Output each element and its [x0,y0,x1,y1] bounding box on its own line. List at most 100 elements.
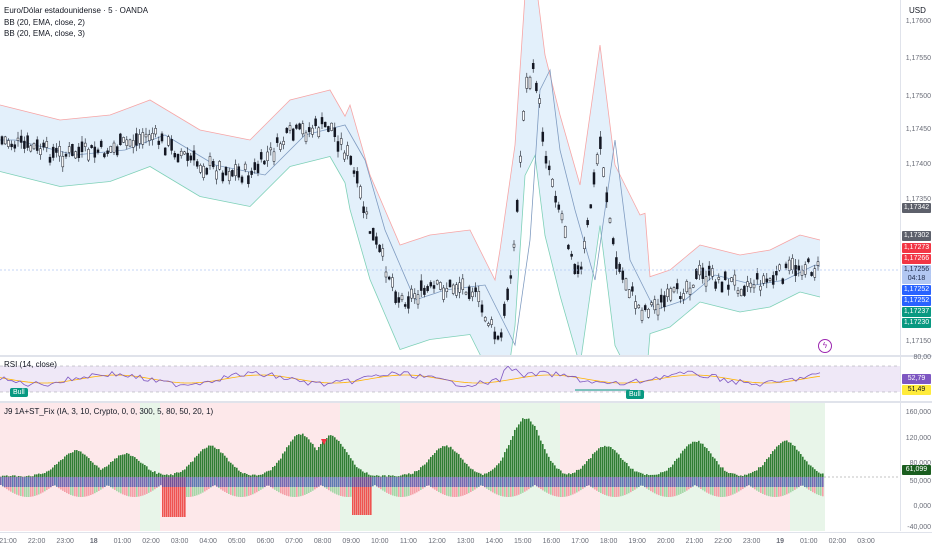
candle-body [606,193,608,202]
rsi-legend[interactable]: RSI (14, close) [4,360,57,369]
histogram-bar [756,470,758,477]
histogram-bar-blue [234,477,236,487]
price-tag: 1,17273 [902,243,931,253]
candle-body [340,138,342,144]
histogram-bar-blue [34,477,36,487]
rsi-chart[interactable] [0,357,900,401]
histogram-bar [820,474,822,477]
histogram-bar-blue [768,477,770,487]
histogram-bar [758,467,760,477]
candle-body [439,282,441,289]
histogram-bar [646,474,648,477]
candle-body [23,141,25,149]
background-zone [0,403,20,531]
candle-body [212,161,214,167]
bb2-legend[interactable]: BB (20, EMA, close, 3) [4,29,85,38]
histogram-bar [598,448,600,477]
rsi-ma-tag: 51,49 [902,385,931,395]
histogram-bar [108,465,110,477]
histogram-bar [300,435,302,477]
histogram-bar-blue [780,477,782,487]
indicator-legend[interactable]: J9 1A+ST_Fix (IA, 3, 10, Crypto, 0, 0, 3… [4,407,213,416]
histogram-bar [808,465,810,477]
histogram-bar [26,476,28,477]
histogram-bar-blue [522,477,524,487]
histogram-bar [452,449,454,477]
histogram-bar [746,475,748,477]
price-tick: 1,17150 [906,338,931,345]
histogram-bar-blue [764,477,766,487]
histogram-bar [722,467,724,477]
candle-body [59,146,61,156]
flash-icon[interactable]: ϟ [818,339,832,353]
histogram-bar-blue [592,477,594,487]
rsi-bull-badge: Bull [10,388,28,397]
candle-body [631,287,633,292]
histogram-bar-blue [36,477,38,487]
histogram-bar-blue [804,477,806,487]
histogram-bar [212,446,214,477]
histogram-bar [696,442,698,477]
histogram-bar-blue [744,477,746,487]
histogram-bar-blue [372,477,374,486]
histogram-bar-blue [300,477,302,487]
candle-body [510,276,512,279]
rsi-pane[interactable]: RSI (14, close) Bull Bull [0,357,900,401]
histogram-bar [174,473,176,477]
histogram-bar [434,453,436,477]
histogram-bar-blue [790,477,792,487]
histogram-bar [700,443,702,477]
time-tick: 05:00 [228,538,246,545]
histogram-bar-blue [162,477,164,487]
histogram-bar [90,461,92,477]
indicator-chart[interactable] [0,403,900,531]
histogram-bar [88,458,90,477]
histogram-bar-blue [256,477,258,487]
candle-body [529,77,531,88]
histogram-bar-blue [690,477,692,487]
candle-body [203,166,205,177]
histogram-bar [148,470,150,477]
candle-body [747,282,749,287]
histogram-bar-blue [606,477,608,487]
histogram-bar [540,441,542,477]
histogram-bar-blue [322,477,324,486]
symbol-legend[interactable]: Euro/Dólar estadounidense · 5 · OANDA [4,6,148,15]
histogram-bar [302,434,304,477]
candle-body [407,297,409,309]
price-chart-pane[interactable]: Euro/Dólar estadounidense · 5 · OANDA BB… [0,0,900,355]
histogram-bar-blue [778,477,780,487]
candle-body [286,128,288,132]
histogram-bar-blue [562,477,564,487]
histogram-bar-blue [614,477,616,487]
indicator-pane[interactable]: J9 1A+ST_Fix (IA, 3, 10, Crypto, 0, 0, 3… [0,403,900,531]
candle-body [705,277,707,286]
histogram-bar [680,453,682,477]
price-tag: 1,17342 [902,203,931,213]
candle-body [27,136,29,148]
candle-body [359,187,361,198]
histogram-bar-blue [32,477,34,487]
histogram-bar-blue [20,477,22,487]
histogram-bar-blue [350,477,352,487]
time-tick: 02:00 [142,538,160,545]
currency-label[interactable]: USD [909,6,926,15]
bb1-legend[interactable]: BB (20, EMA, close, 2) [4,18,85,27]
histogram-bar [232,464,234,477]
histogram-bar-blue [462,477,464,487]
histogram-bar [340,444,342,477]
price-chart[interactable] [0,0,900,355]
price-tag: 1,17252 [902,296,931,306]
histogram-bar-blue [618,477,620,487]
histogram-bar-blue [116,477,118,487]
histogram-bar [252,475,254,477]
histogram-bar [604,446,606,477]
histogram-bar [310,443,312,477]
histogram-bar-blue [336,477,338,487]
histogram-bar [800,454,802,477]
candle-body [363,207,365,213]
histogram-bar [162,475,164,477]
histogram-bar [788,442,790,477]
histogram-bar [560,470,562,477]
